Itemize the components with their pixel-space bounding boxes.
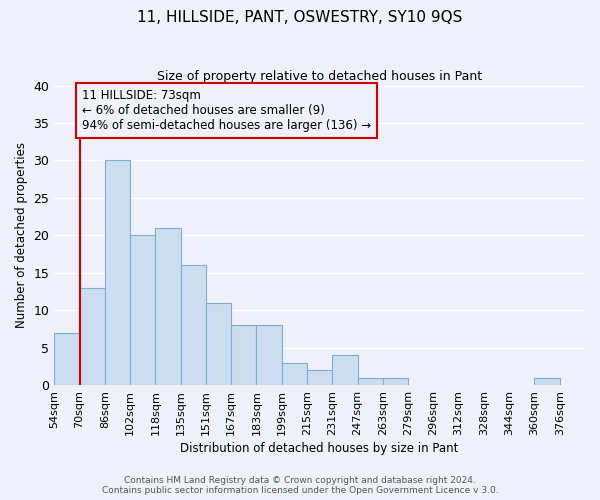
Bar bbox=[130, 236, 155, 385]
Bar bbox=[105, 160, 130, 385]
Text: 11 HILLSIDE: 73sqm
← 6% of detached houses are smaller (9)
94% of semi-detached : 11 HILLSIDE: 73sqm ← 6% of detached hous… bbox=[82, 90, 371, 132]
Bar bbox=[383, 378, 408, 385]
Y-axis label: Number of detached properties: Number of detached properties bbox=[15, 142, 28, 328]
Bar bbox=[155, 228, 181, 385]
Bar bbox=[256, 325, 282, 385]
Text: 11, HILLSIDE, PANT, OSWESTRY, SY10 9QS: 11, HILLSIDE, PANT, OSWESTRY, SY10 9QS bbox=[137, 10, 463, 25]
Bar bbox=[358, 378, 383, 385]
Title: Size of property relative to detached houses in Pant: Size of property relative to detached ho… bbox=[157, 70, 482, 83]
Bar bbox=[307, 370, 332, 385]
Bar bbox=[535, 378, 560, 385]
Bar bbox=[231, 325, 256, 385]
X-axis label: Distribution of detached houses by size in Pant: Distribution of detached houses by size … bbox=[181, 442, 459, 455]
Text: Contains HM Land Registry data © Crown copyright and database right 2024.
Contai: Contains HM Land Registry data © Crown c… bbox=[101, 476, 499, 495]
Bar bbox=[206, 302, 231, 385]
Bar bbox=[181, 266, 206, 385]
Bar bbox=[54, 332, 80, 385]
Bar bbox=[332, 355, 358, 385]
Bar bbox=[80, 288, 105, 385]
Bar bbox=[282, 362, 307, 385]
